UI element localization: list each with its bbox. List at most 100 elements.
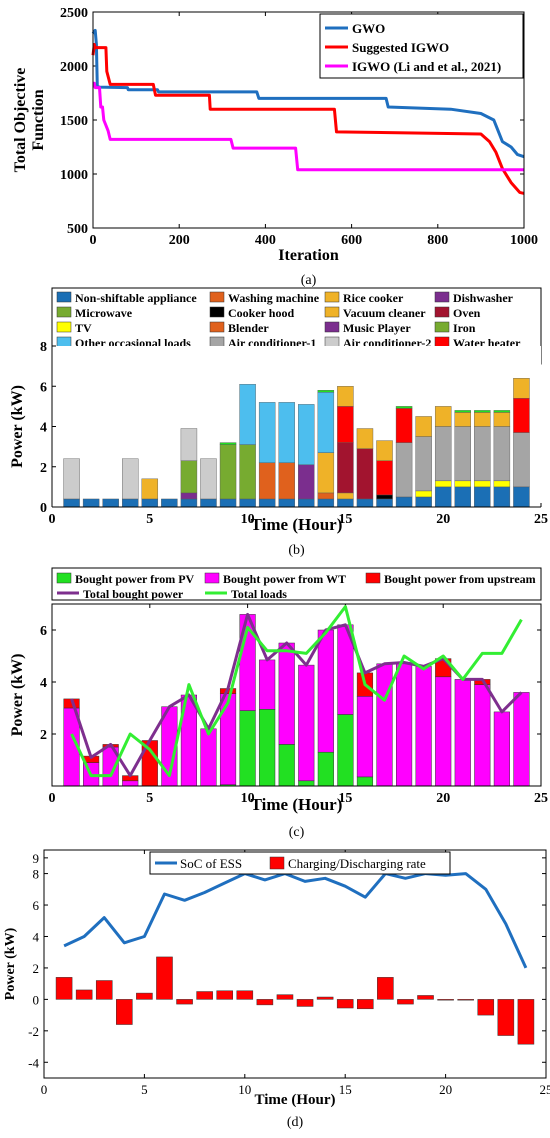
legend-label: Total loads bbox=[231, 587, 287, 601]
bar-charging-discharging-rate bbox=[296, 999, 314, 1007]
bar-laptop bbox=[493, 410, 511, 413]
legend-label: Rice cooker bbox=[343, 291, 404, 305]
bar-charging-discharging-rate bbox=[517, 999, 535, 1045]
bar-bought-power-from-wt bbox=[259, 659, 276, 710]
y-tick-label: 500 bbox=[67, 222, 88, 237]
bar-non-shiftable-appliance bbox=[513, 486, 530, 508]
chart-b-appliance-schedule: Non-shiftable appliance Washing machine Ri… bbox=[9, 287, 548, 558]
bar-non-shiftable-appliance bbox=[337, 498, 354, 508]
x-tick-label: 5 bbox=[146, 512, 153, 527]
y-axis-label: Power (kW) bbox=[9, 654, 26, 737]
x-tick-label: 15 bbox=[338, 512, 352, 527]
bar-vacuum-cleaner bbox=[337, 492, 354, 500]
bar-oven bbox=[356, 448, 374, 500]
bar-charging-discharging-rate bbox=[216, 990, 234, 1000]
caption-a: (a) bbox=[301, 273, 317, 288]
x-tick-label: 10 bbox=[238, 1082, 251, 1097]
bar-microwave bbox=[219, 444, 237, 500]
legend-swatch-bought-power-from-pv bbox=[56, 572, 72, 584]
bar-non-shiftable-appliance bbox=[356, 498, 374, 508]
bar-vacuum-cleaner bbox=[317, 452, 335, 494]
bar-water-pump bbox=[356, 428, 374, 449]
y-tick-label: -4 bbox=[28, 1055, 39, 1070]
bar-washing-machine bbox=[278, 462, 295, 500]
bar-non-shiftable-appliance bbox=[219, 498, 237, 508]
bar-bought-power-from-wt bbox=[122, 780, 139, 787]
bar-charging-discharging-rate bbox=[336, 999, 354, 1009]
bar-bought-power-from-wt bbox=[376, 663, 393, 787]
x-tick-label: 200 bbox=[169, 233, 190, 248]
x-tick-label: 5 bbox=[146, 791, 153, 806]
bar-bought-power-from-wt bbox=[435, 676, 452, 787]
legend-label: Charging/Discharging rate bbox=[288, 856, 426, 871]
legend-label: Music Player bbox=[343, 321, 411, 335]
bar-bought-power-from-wt bbox=[278, 642, 295, 745]
bar-charging-discharging-rate bbox=[236, 990, 254, 1000]
bar-bought-power-from-pv bbox=[278, 744, 295, 787]
x-tick-label: 25 bbox=[534, 512, 548, 527]
bar-non-shiftable-appliance bbox=[141, 498, 159, 508]
y-axis-label: Power (kW) bbox=[9, 385, 26, 468]
y-tick-label: 6 bbox=[40, 624, 47, 639]
y-tick-label: 9 bbox=[33, 851, 40, 866]
bar-bought-power-from-wt bbox=[200, 728, 217, 787]
bar-charging-discharging-rate bbox=[116, 999, 133, 1025]
legend-box bbox=[51, 567, 542, 601]
bar-charging-discharging-rate bbox=[75, 989, 93, 1000]
legend-swatch-charging-discharging-rate bbox=[269, 856, 285, 870]
legend-box bbox=[319, 13, 524, 79]
bar-air-conditioner-2 bbox=[122, 458, 139, 500]
legend-label: Vacuum cleaner bbox=[343, 306, 426, 320]
caption-b: (b) bbox=[288, 543, 305, 558]
bar-charging-discharging-rate bbox=[477, 999, 495, 1016]
x-axis-label: Time (Hour) bbox=[255, 1092, 336, 1108]
legend-label: Dishwasher bbox=[453, 291, 514, 305]
y-axis-label-line1: Total Objective bbox=[12, 68, 29, 173]
legend-label: Washing machine bbox=[228, 291, 320, 305]
bar-charging-discharging-rate bbox=[356, 999, 374, 1010]
plot-frame bbox=[92, 11, 525, 229]
bar-water-heater bbox=[337, 406, 354, 443]
x-tick-label: 400 bbox=[255, 233, 276, 248]
legend: Bought power from PV Bought power from WT… bbox=[51, 567, 542, 601]
caption-c: (c) bbox=[289, 825, 305, 840]
legend-swatch-bought-power-from-upstream bbox=[365, 572, 381, 584]
bar-bought-power-from-pv bbox=[259, 709, 276, 787]
bar-water-pump bbox=[513, 377, 530, 399]
bar-charging-discharging-rate bbox=[397, 999, 414, 1005]
legend-label: SoC of ESS bbox=[180, 856, 242, 871]
legend-swatch-air-conditioner-2 bbox=[324, 336, 340, 348]
y-tick-label: 6 bbox=[33, 898, 40, 913]
bar-water-pump bbox=[337, 386, 354, 407]
bar-air-conditioner-1 bbox=[474, 426, 491, 482]
legend-label: Non-shiftable appliance bbox=[75, 291, 197, 305]
bar-charging-discharging-rate bbox=[95, 980, 113, 1000]
bar-bought-power-from-pv bbox=[337, 714, 354, 787]
y-tick-label: 4 bbox=[40, 421, 47, 436]
bar-laptop bbox=[474, 410, 491, 413]
y-tick-label: 4 bbox=[33, 929, 40, 944]
bar-charging-discharging-rate bbox=[417, 995, 434, 1000]
bar-water-heater bbox=[376, 460, 393, 496]
y-tick-label: 6 bbox=[40, 380, 47, 395]
legend-swatch-cooker-hood bbox=[209, 306, 225, 318]
x-axis-label: Time (Hour) bbox=[251, 515, 343, 534]
y-axis-label: Power (kW) bbox=[3, 927, 18, 1000]
y-tick-label: 0 bbox=[33, 992, 40, 1007]
legend-box bbox=[149, 851, 451, 875]
bar-bought-power-from-pv bbox=[356, 776, 374, 787]
bar-tv bbox=[434, 480, 452, 488]
y-tick-label: 2 bbox=[40, 461, 47, 476]
bar-laptop bbox=[395, 406, 413, 409]
caption-d: (d) bbox=[287, 1115, 304, 1130]
legend-swatch-bought-power-from-wt bbox=[204, 572, 220, 584]
bar-non-shiftable-appliance bbox=[200, 498, 217, 508]
bar-non-shiftable-appliance bbox=[258, 498, 276, 508]
y-tick-label: 2 bbox=[33, 961, 40, 976]
bar-vacuum-cleaner bbox=[141, 478, 159, 500]
legend-label: Oven bbox=[453, 306, 481, 320]
bar-charging-discharging-rate bbox=[457, 999, 474, 1001]
chart-d-ess-soc: 0 5 10 15 20 25 -4 -2 0 2 4 6 89 SoC of ESS Charging/D… bbox=[3, 849, 550, 1130]
bar-air-conditioner-2 bbox=[200, 458, 217, 500]
bar-laptop bbox=[219, 442, 237, 445]
